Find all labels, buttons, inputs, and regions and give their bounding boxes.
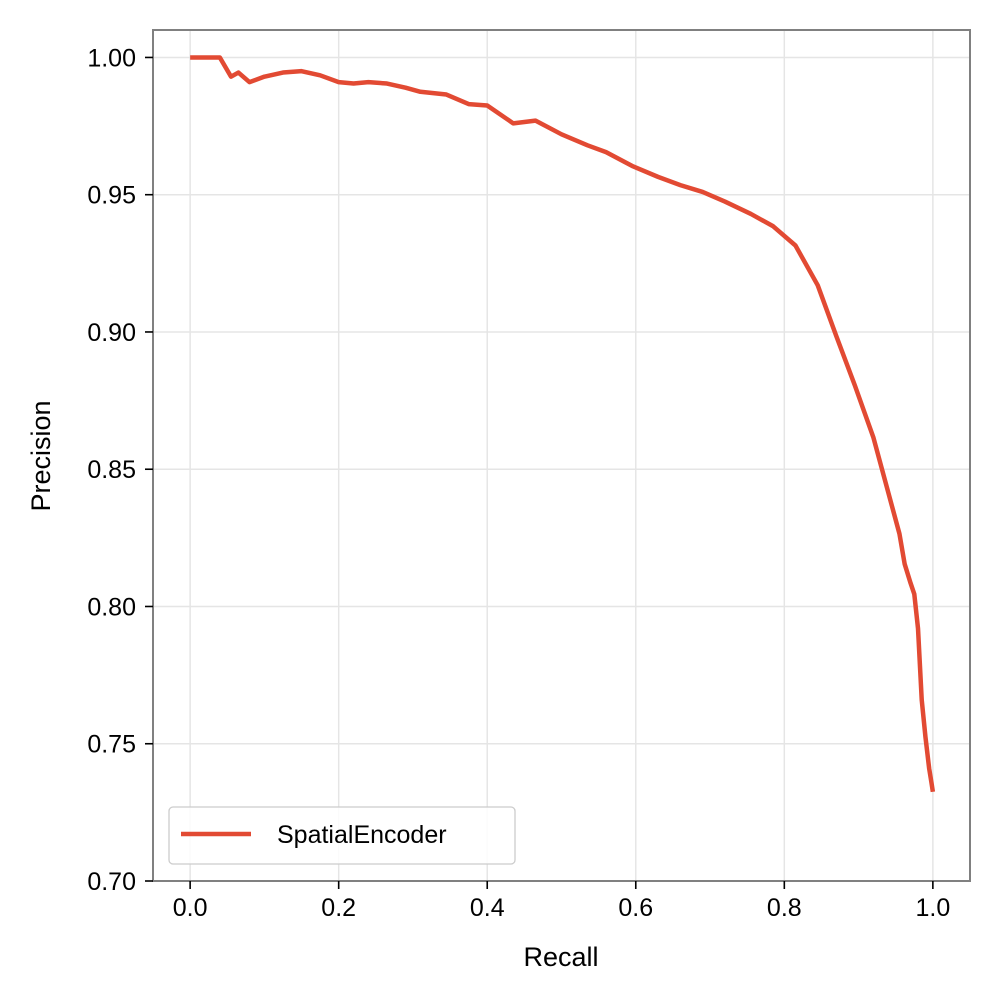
legend-box	[168, 806, 516, 865]
x-axis-title: Recall	[523, 942, 598, 972]
y-tick-label-0: 0.70	[87, 868, 136, 896]
plot-frame	[152, 29, 971, 882]
x-tick-label-1: 0.2	[321, 894, 356, 922]
x-tick-label-4: 0.8	[767, 894, 802, 922]
y-tick-label-4: 0.90	[87, 319, 136, 347]
y-axis-title: Precision	[26, 400, 56, 511]
x-tick-label-5: 1.0	[915, 894, 950, 922]
y-tick-label-2: 0.80	[87, 593, 136, 621]
series-layer	[190, 55, 936, 793]
legend-label: SpatialEncoder	[277, 821, 447, 849]
y-tick-label-5: 0.95	[87, 182, 136, 210]
y-tick-label-3: 0.85	[87, 456, 136, 484]
y-tick-label-1: 0.75	[87, 731, 136, 759]
x-tick-label-2: 0.4	[470, 894, 505, 922]
ticks-layer: 0.0 0.2 0.4 0.6 0.8 1.0 0.70 0.75 0.80 0.85 0.90 0.…	[87, 44, 950, 922]
legend: SpatialEncoder	[168, 806, 516, 865]
y-tick-label-6: 1.00	[87, 44, 136, 72]
series-line-0	[190, 55, 936, 793]
x-tick-label-0: 0.0	[173, 894, 208, 922]
frame-layer	[152, 29, 971, 882]
grid-layer	[153, 30, 970, 882]
x-tick-label-3: 0.6	[618, 894, 653, 922]
